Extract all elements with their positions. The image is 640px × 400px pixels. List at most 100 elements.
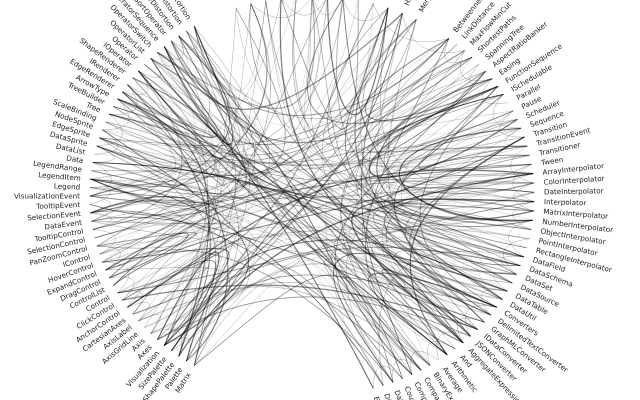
local-edge-38 bbox=[127, 302, 150, 322]
edge-85 bbox=[401, 94, 504, 323]
edge-26 bbox=[387, 19, 478, 330]
edge-72 bbox=[163, 263, 464, 346]
node-label-color-interpolator-80: ColorInterpolator bbox=[543, 174, 605, 187]
edge-181 bbox=[144, 64, 518, 137]
edge-137 bbox=[306, 0, 499, 124]
local-edge-102 bbox=[410, 350, 439, 375]
local-edge-74 bbox=[504, 127, 528, 147]
local-edge-106 bbox=[372, 366, 403, 389]
edge-156 bbox=[92, 71, 486, 230]
node-label-legend-23: Legend bbox=[54, 181, 81, 191]
local-edge-6 bbox=[138, 58, 161, 78]
edge-71 bbox=[193, 26, 513, 284]
local-edge-70 bbox=[492, 94, 522, 129]
edge-51 bbox=[89, 50, 465, 217]
edge-27 bbox=[178, 172, 534, 357]
edge-59 bbox=[157, 51, 464, 344]
edge-5 bbox=[117, 247, 197, 322]
edge-214 bbox=[344, 145, 528, 355]
edge-68 bbox=[96, 145, 524, 258]
local-edge-36 bbox=[117, 290, 144, 315]
edge-130 bbox=[109, 98, 214, 139]
edge-12 bbox=[157, 286, 431, 366]
edge-178 bbox=[112, 136, 525, 286]
edge-134 bbox=[122, 77, 226, 187]
edge-158 bbox=[113, 7, 389, 156]
local-edge-20 bbox=[89, 162, 112, 197]
edge-210 bbox=[105, 121, 485, 323]
local-edge-42 bbox=[150, 328, 183, 357]
edge-189 bbox=[327, 7, 527, 249]
edge-191 bbox=[113, 106, 239, 346]
local-edge-84 bbox=[508, 220, 533, 258]
edge-82 bbox=[383, 154, 533, 221]
edge-92 bbox=[377, 12, 534, 186]
local-edge-40 bbox=[138, 314, 161, 334]
edge-7 bbox=[96, 58, 259, 247]
edge-29 bbox=[303, 0, 417, 132]
edge-168 bbox=[89, 187, 203, 315]
edge-162 bbox=[163, 46, 422, 371]
edge-220 bbox=[170, 40, 473, 144]
edge-249 bbox=[279, 0, 498, 308]
edge-40 bbox=[96, 70, 234, 177]
local-edge-22 bbox=[89, 178, 111, 205]
node-label-tween-78: Tween bbox=[539, 155, 564, 168]
edge-81 bbox=[379, 7, 535, 202]
edge-74 bbox=[91, 220, 497, 308]
edge-157 bbox=[333, 233, 517, 375]
local-edge-54 bbox=[313, 0, 343, 16]
edge-246 bbox=[409, 136, 525, 292]
edge-201 bbox=[144, 50, 465, 328]
edge-65 bbox=[89, 0, 281, 197]
edge-190 bbox=[94, 50, 465, 239]
edge-253 bbox=[96, 30, 237, 249]
edge-193 bbox=[194, 26, 450, 116]
edge-119 bbox=[381, 164, 535, 209]
local-edge-12 bbox=[102, 98, 130, 131]
edge-228 bbox=[122, 91, 533, 182]
edge-55 bbox=[368, 56, 521, 266]
local-edge-4 bbox=[150, 46, 173, 67]
edge-188 bbox=[109, 217, 216, 308]
edge-170 bbox=[89, 35, 230, 197]
edge-182 bbox=[349, 38, 528, 168]
edge-46 bbox=[194, 0, 296, 366]
local-edge-76 bbox=[510, 145, 534, 184]
node-label-date-util-107: DateUtil bbox=[392, 389, 411, 400]
local-edge-80 bbox=[513, 182, 534, 212]
edge-6 bbox=[101, 248, 230, 362]
edge-39 bbox=[102, 129, 448, 355]
edge-155 bbox=[90, 199, 464, 344]
edge-57 bbox=[122, 57, 473, 146]
edge-127 bbox=[132, 145, 528, 315]
edge-43 bbox=[193, 274, 497, 366]
edge-63 bbox=[92, 70, 183, 231]
edge-84 bbox=[99, 38, 450, 146]
edge-64 bbox=[91, 41, 256, 172]
edge-257 bbox=[105, 232, 189, 279]
edge-258 bbox=[365, 78, 513, 284]
edge-259 bbox=[194, 0, 313, 141]
edge-34 bbox=[178, 35, 413, 375]
edge-245 bbox=[351, 198, 535, 344]
local-edge-8 bbox=[122, 70, 149, 95]
edge-204 bbox=[357, 3, 491, 316]
edge-200 bbox=[378, 250, 525, 386]
edge-11 bbox=[419, 86, 499, 308]
edge-24 bbox=[341, 245, 498, 330]
local-edge-52 bbox=[282, 0, 326, 16]
edge-160 bbox=[382, 182, 534, 350]
edge-102 bbox=[249, 3, 513, 284]
edge-131 bbox=[92, 162, 403, 379]
edge-105 bbox=[376, 78, 534, 220]
edge-243 bbox=[96, 232, 197, 271]
edge-232 bbox=[90, 98, 177, 182]
edge-141 bbox=[405, 190, 535, 284]
edge-75 bbox=[91, 216, 485, 323]
edge-211 bbox=[132, 246, 521, 315]
local-edge-58 bbox=[372, 3, 449, 42]
node-label-expression-109: Expression bbox=[372, 395, 391, 400]
local-edge-46 bbox=[178, 7, 237, 357]
